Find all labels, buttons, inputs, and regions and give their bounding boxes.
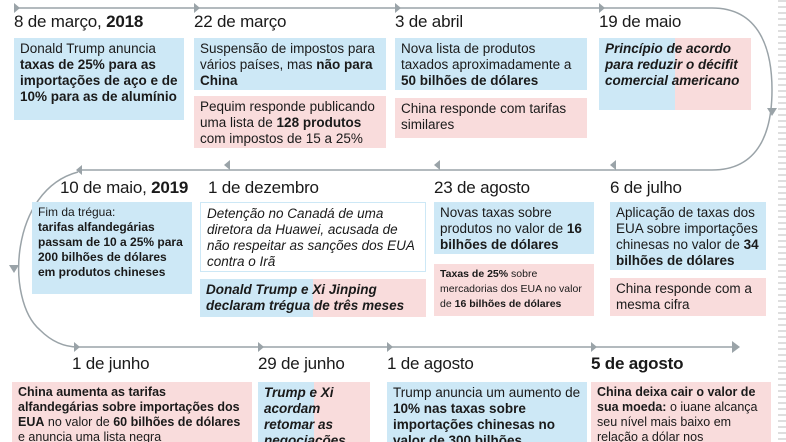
event-2018-03-08: 8 de março, 2018 Donald Trump anuncia ta… <box>14 12 184 120</box>
china-response-box: Taxas de 25% sobre mercadorias dos EUA n… <box>434 264 594 316</box>
event-2019-06-01: 1 de junho China aumenta as tarifas alfa… <box>12 354 252 442</box>
event-date: 19 de maio <box>599 12 682 31</box>
event-date: 8 de março, 2018 <box>14 12 144 31</box>
joint-agreement-box: Princípio de acordo para reduzir o décif… <box>599 38 751 110</box>
china-response-box: China responde com tarifas similares <box>395 98 587 138</box>
event-date: 22 de março <box>194 12 287 31</box>
event-2019-08-01: 1 de agosto Trump anuncia um aumento de … <box>387 354 587 442</box>
event-date: 3 de abril <box>395 12 463 31</box>
china-response-box: Pequim responde publicando uma lista de … <box>194 96 386 148</box>
event-2019-05-10: 10 de maio, 2019 Fim da trégua: tarifas … <box>10 178 194 294</box>
event-2018-04-03: 3 de abril Nova lista de produtos taxado… <box>395 12 587 138</box>
arrow-marker <box>14 3 20 13</box>
event-2019-06-29: 29 de junho Trump e Xi acordam retomar a… <box>258 354 376 442</box>
event-date: 23 de agosto <box>434 178 530 197</box>
joint-agreement-box: Trump e Xi acordam retomar as negociaçõe… <box>258 382 370 442</box>
huawei-detention-box: Detenção no Canadá de uma diretora da Hu… <box>200 202 426 272</box>
china-response-box: China aumenta as tarifas alfandegárias s… <box>12 382 252 442</box>
usa-action-box: Fim da trégua: tarifas alfandegárias pas… <box>32 202 192 294</box>
event-date: 5 de agosto <box>591 354 684 373</box>
usa-action-box: Novas taxas sobre produtos no valor de 1… <box>434 202 594 254</box>
event-date: 1 de agosto <box>387 354 474 373</box>
china-response-box: Aplicação de taxas dos EUA sobre importa… <box>610 278 766 316</box>
event-date: 6 de julho <box>610 178 682 197</box>
usa-action-box: Aplicação de taxas dos EUA sobre importa… <box>610 202 766 270</box>
usa-action-box: Nova lista de produtos taxados aproximad… <box>395 38 587 90</box>
event-2018-03-22: 22 de março Suspensão de impostos para v… <box>194 12 386 148</box>
event-2018-08-23: 23 de agosto Novas taxas sobre produtos … <box>434 178 594 316</box>
event-2019-08-05: 5 de agosto China deixa cair o valor de … <box>591 354 771 442</box>
event-2018-05-19: 19 de maio Princípio de acordo para redu… <box>599 12 751 110</box>
usa-action-box: Trump anuncia um aumento de 10% nas taxa… <box>387 382 587 442</box>
page-edge-divider <box>778 0 786 442</box>
usa-action-box: Donald Trump anuncia taxas de 25% para a… <box>14 38 184 120</box>
event-date: 1 de junho <box>72 354 150 373</box>
event-2018-12-01: 1 de dezembro Detenção no Canadá de uma … <box>200 178 426 317</box>
event-2018-07-06: 6 de julho Aplicação de taxas dos EUA so… <box>610 178 766 316</box>
event-date: 1 de dezembro <box>208 178 319 197</box>
truce-box: Donald Trump e Xi Jinping declaram trégu… <box>200 279 426 317</box>
event-date: 10 de maio, 2019 <box>60 178 189 197</box>
event-date: 29 de junho <box>258 354 345 373</box>
usa-action-box: Suspensão de impostos para vários países… <box>194 38 386 90</box>
china-response-box: China deixa cair o valor de sua moeda: o… <box>591 382 771 442</box>
